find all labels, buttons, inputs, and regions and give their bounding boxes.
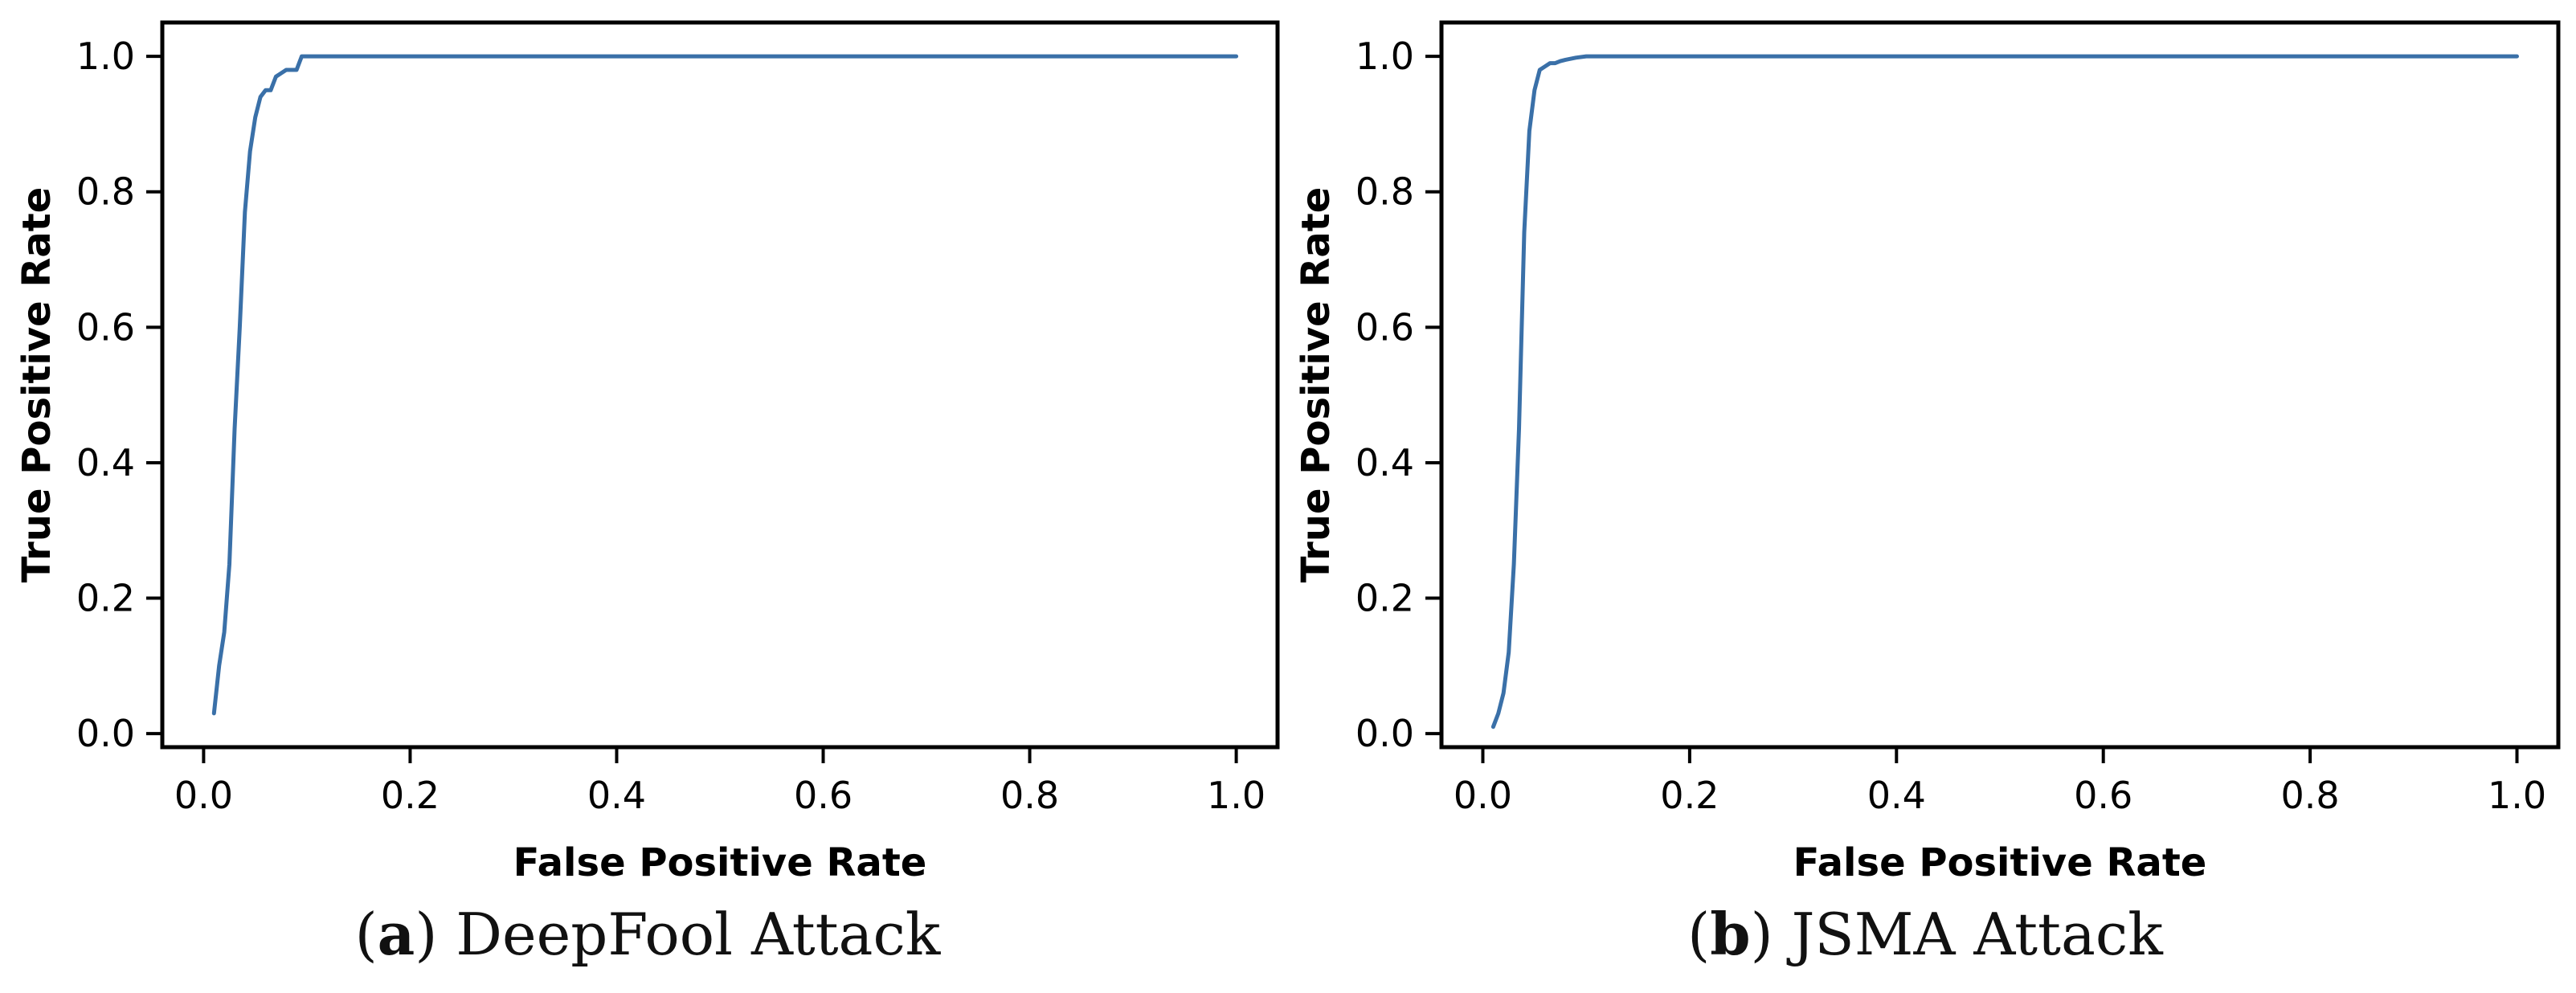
y-tick-label-b: 0.4 [1355,441,1414,484]
chart-panel-b: 0.0 0.2 0.4 0.6 0.8 1.0 0.0 0.2 0.4 0.6 0.8 1.0 Fals… [1294,20,2561,885]
y-tick-label-b: 1.0 [1355,35,1414,78]
x-tick-label-b: 0.4 [1867,774,1926,817]
x-tick-label-b: 0.8 [2281,774,2340,817]
y-tick-label-b: 0.6 [1355,305,1414,349]
caption-b-label: b [1710,900,1751,968]
y-tick-label-a: 0.2 [76,577,135,620]
x-tick-label-a: 0.6 [794,774,853,817]
y-tick-label-b: 0.0 [1355,712,1414,755]
x-axis-label-a: False Positive Rate [513,840,927,885]
chart-panel-a: 0.0 0.2 0.4 0.6 0.8 1.0 0.0 0.2 0.4 0.6 0.8 1.0 Fals… [14,20,1280,885]
caption-a-label: a [377,900,415,968]
roc-curve-a [211,54,1239,716]
y-tick-label-b: 0.8 [1355,170,1414,214]
y-tick-label-a: 0.4 [76,441,135,484]
y-axis-label-b: True Positive Rate [1294,187,1339,583]
x-tick-label-b: 0.6 [2074,774,2132,817]
y-tick-label-a: 0.0 [76,712,135,755]
plot-frame-a [160,20,1280,750]
y-axis-label-a: True Positive Rate [14,187,59,583]
y-tick-label-a: 1.0 [76,35,135,78]
x-tick-label-b: 0.0 [1454,774,1512,817]
x-tick-label-a: 0.2 [381,774,440,817]
y-tick-label-b: 0.2 [1355,577,1414,620]
x-tick-label-a: 1.0 [1207,774,1266,817]
caption-a-text: DeepFool Attack [456,901,941,968]
x-tick-label-b: 0.2 [1660,774,1719,817]
roc-curve-b [1490,54,2519,729]
caption-b: (b) JSMA Attack [1687,900,2163,968]
x-tick-label-b: 1.0 [2488,774,2546,817]
x-tick-label-a: 0.4 [587,774,646,817]
caption-a: (a) DeepFool Attack [354,900,941,968]
caption-b-text: JSMA Attack [1791,901,2163,968]
y-tick-label-a: 0.6 [76,305,135,349]
plot-frame-b [1439,20,2561,750]
x-axis-label-b: False Positive Rate [1793,840,2207,885]
x-tick-label-a: 0.0 [174,774,233,817]
x-tick-label-a: 0.8 [1000,774,1059,817]
y-tick-label-a: 0.8 [76,170,135,214]
